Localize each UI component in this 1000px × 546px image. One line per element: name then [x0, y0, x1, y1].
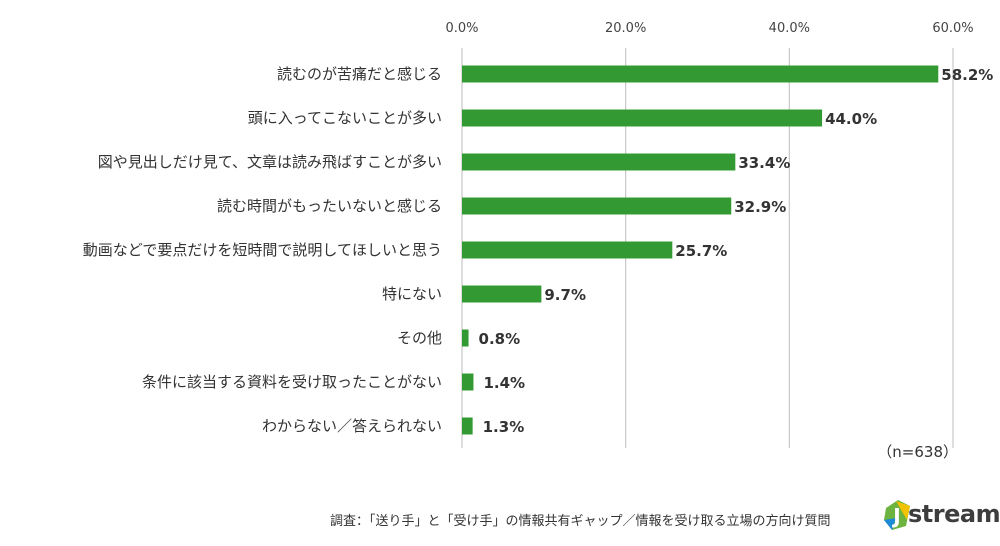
category-label: 頭に入ってこないことが多い	[248, 109, 442, 127]
x-tick-label: 40.0%	[769, 21, 810, 36]
value-label: 44.0%	[825, 110, 877, 128]
logo-mark-icon: J	[884, 500, 910, 530]
bar	[462, 109, 823, 127]
x-tick-label: 60.0%	[932, 21, 973, 36]
bars	[462, 65, 939, 435]
logo-wordmark: stream	[908, 500, 1000, 528]
bar	[462, 65, 939, 83]
x-tick-label: 0.0%	[445, 21, 478, 36]
value-labels: 58.2% 44.0% 33.4% 32.9% 25.7% 9.7% 0.8% 1.4% 1.3…	[479, 66, 994, 436]
logo-letter: J	[891, 504, 900, 528]
bar	[462, 241, 673, 259]
category-label: 動画などで要点だけを短時間で説明してほしいと思う	[83, 241, 442, 259]
category-label: わからない／答えられない	[262, 417, 442, 435]
bar	[462, 373, 474, 391]
source-footnote: 調査：「送り手」と「受け手」の情報共有ギャップ／情報を受け取る立場の方向け質問	[330, 514, 831, 529]
x-tick-labels: 0.0% 20.0% 40.0% 60.0%	[445, 21, 973, 36]
bar	[462, 285, 542, 303]
bar	[462, 197, 732, 215]
category-label: 読むのが苦痛だと感じる	[277, 65, 442, 83]
x-tick-label: 20.0%	[605, 21, 646, 36]
category-label: 特にない	[382, 285, 442, 303]
category-label: 読む時間がもったいないと感じる	[217, 197, 442, 215]
category-label: 条件に該当する資料を受け取ったことがない	[142, 373, 442, 391]
value-label: 0.8%	[479, 330, 521, 348]
bar	[462, 329, 469, 347]
bar	[462, 417, 473, 435]
value-label: 33.4%	[738, 154, 790, 172]
category-label: その他	[397, 329, 442, 347]
jstream-logo: J stream	[882, 498, 1000, 532]
sample-size-note: （n=638）	[877, 443, 958, 461]
value-label: 1.3%	[483, 418, 525, 436]
value-label: 9.7%	[544, 286, 586, 304]
bar	[462, 153, 736, 171]
value-label: 32.9%	[734, 198, 786, 216]
category-labels: 読むのが苦痛だと感じる頭に入ってこないことが多い図や見出しだけ見て、文章は読み飛…	[83, 65, 442, 435]
value-label: 58.2%	[941, 66, 993, 84]
value-label: 25.7%	[675, 242, 727, 260]
value-label: 1.4%	[483, 374, 525, 392]
category-label: 図や見出しだけ見て、文章は読み飛ばすことが多い	[98, 153, 442, 171]
